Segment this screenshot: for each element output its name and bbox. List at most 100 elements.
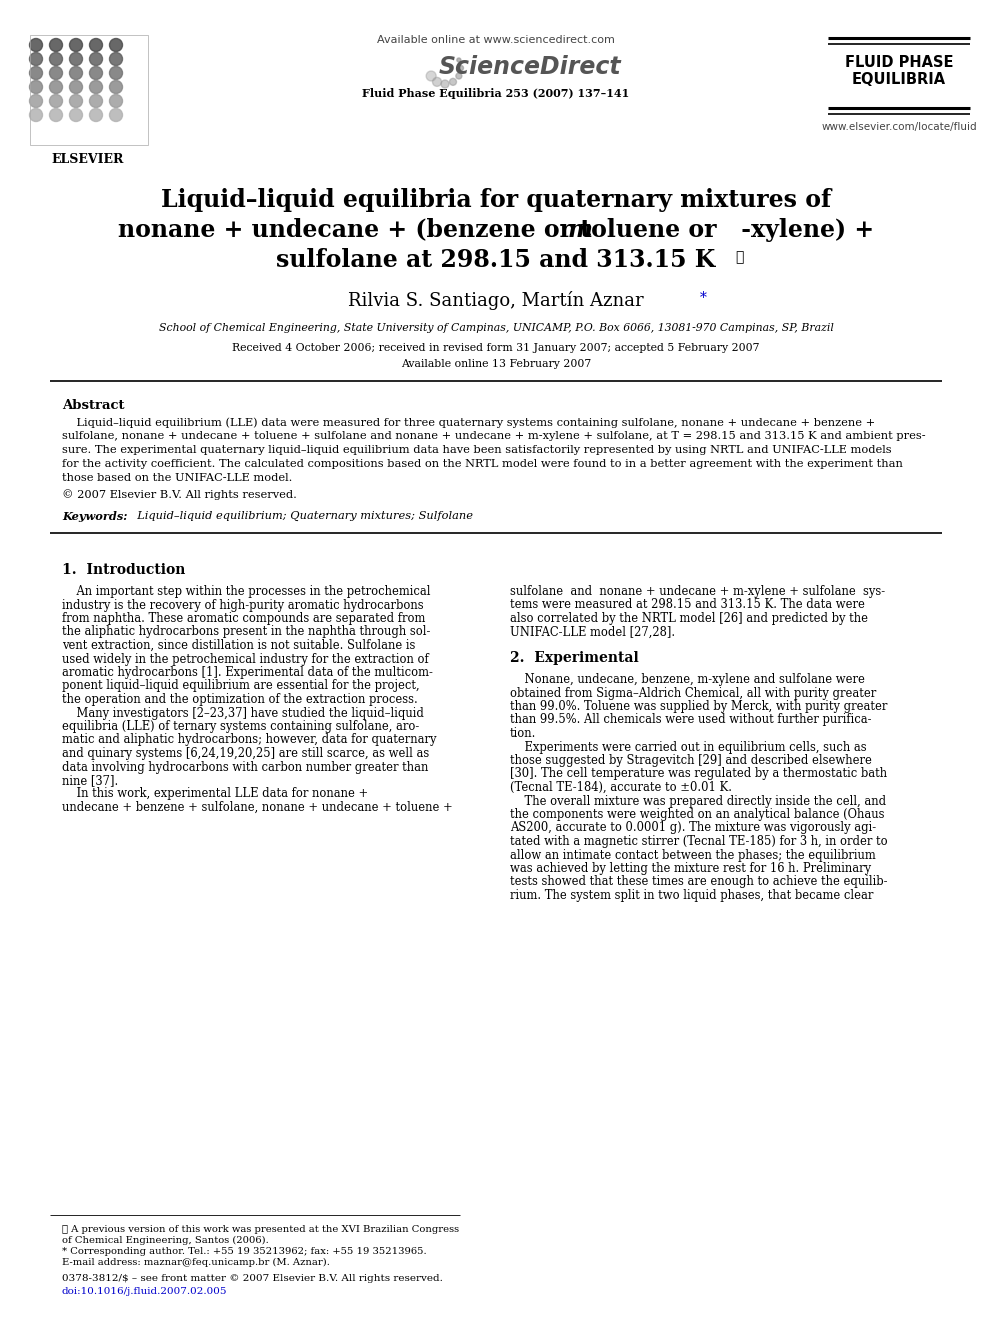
Text: doi:10.1016/j.fluid.2007.02.005: doi:10.1016/j.fluid.2007.02.005 xyxy=(62,1287,227,1297)
Text: UNIFAC-LLE model [27,28].: UNIFAC-LLE model [27,28]. xyxy=(510,626,676,639)
Text: tion.: tion. xyxy=(510,728,537,740)
Text: obtained from Sigma–Aldrich Chemical, all with purity greater: obtained from Sigma–Aldrich Chemical, al… xyxy=(510,687,876,700)
Text: tated with a magnetic stirrer (Tecnal TE-185) for 3 h, in order to: tated with a magnetic stirrer (Tecnal TE… xyxy=(510,835,888,848)
Circle shape xyxy=(89,53,102,66)
Text: Received 4 October 2006; received in revised form 31 January 2007; accepted 5 Fe: Received 4 October 2006; received in rev… xyxy=(232,343,760,353)
Text: of Chemical Engineering, Santos (2006).: of Chemical Engineering, Santos (2006). xyxy=(62,1236,269,1245)
Circle shape xyxy=(109,53,122,66)
Text: Liquid–liquid equilibrium; Quaternary mixtures; Sulfolane: Liquid–liquid equilibrium; Quaternary mi… xyxy=(130,511,473,521)
Circle shape xyxy=(89,66,102,79)
Text: *: * xyxy=(700,291,707,306)
Text: the operation and the optimization of the extraction process.: the operation and the optimization of th… xyxy=(62,693,418,706)
Circle shape xyxy=(50,94,62,107)
Circle shape xyxy=(50,38,62,52)
Text: School of Chemical Engineering, State University of Campinas, UNICAMP, P.O. Box : School of Chemical Engineering, State Un… xyxy=(159,323,833,333)
Text: In this work, experimental LLE data for nonane +: In this work, experimental LLE data for … xyxy=(62,787,368,800)
Text: E-mail address: maznar@feq.unicamp.br (M. Aznar).: E-mail address: maznar@feq.unicamp.br (M… xyxy=(62,1258,330,1267)
Text: Liquid–liquid equilibria for quaternary mixtures of: Liquid–liquid equilibria for quaternary … xyxy=(161,188,831,212)
Text: Abstract: Abstract xyxy=(62,400,125,411)
Text: rium. The system split in two liquid phases, that became clear: rium. The system split in two liquid pha… xyxy=(510,889,873,902)
Text: also correlated by the NRTL model [26] and predicted by the: also correlated by the NRTL model [26] a… xyxy=(510,613,868,624)
Circle shape xyxy=(30,108,43,122)
Circle shape xyxy=(50,53,62,66)
Circle shape xyxy=(109,94,122,107)
Text: 2.  Experimental: 2. Experimental xyxy=(510,651,639,665)
Bar xyxy=(30,34,148,146)
Text: industry is the recovery of high-purity aromatic hydrocarbons: industry is the recovery of high-purity … xyxy=(62,598,424,611)
Text: sulfolane, nonane + undecane + toluene + sulfolane and nonane + undecane + m-xyl: sulfolane, nonane + undecane + toluene +… xyxy=(62,431,926,441)
Text: Experiments were carried out in equilibrium cells, such as: Experiments were carried out in equilibr… xyxy=(510,741,867,754)
Circle shape xyxy=(458,66,463,70)
Text: undecane + benzene + sulfolane, nonane + undecane + toluene +: undecane + benzene + sulfolane, nonane +… xyxy=(62,800,452,814)
Circle shape xyxy=(30,94,43,107)
Circle shape xyxy=(89,108,102,122)
Circle shape xyxy=(69,66,82,79)
Circle shape xyxy=(109,108,122,122)
Text: © 2007 Elsevier B.V. All rights reserved.: © 2007 Elsevier B.V. All rights reserved… xyxy=(62,490,297,500)
Text: www.elsevier.com/locate/fluid: www.elsevier.com/locate/fluid xyxy=(821,122,977,132)
Circle shape xyxy=(433,77,441,86)
Text: and quinary systems [6,24,19,20,25] are still scarce, as well as: and quinary systems [6,24,19,20,25] are … xyxy=(62,747,430,759)
Circle shape xyxy=(30,81,43,94)
Text: ★ A previous version of this work was presented at the XVI Brazilian Congress: ★ A previous version of this work was pr… xyxy=(62,1225,459,1234)
Circle shape xyxy=(69,38,82,52)
Text: Many investigators [2–23,37] have studied the liquid–liquid: Many investigators [2–23,37] have studie… xyxy=(62,706,424,720)
Text: nonane + undecane + (benzene or toluene or   -xylene) +: nonane + undecane + (benzene or toluene … xyxy=(118,218,874,242)
Text: [30]. The cell temperature was regulated by a thermostatic bath: [30]. The cell temperature was regulated… xyxy=(510,767,887,781)
Text: Available online at www.sciencedirect.com: Available online at www.sciencedirect.co… xyxy=(377,34,615,45)
Text: Liquid–liquid equilibrium (LLE) data were measured for three quaternary systems : Liquid–liquid equilibrium (LLE) data wer… xyxy=(62,417,875,427)
Text: vent extraction, since distillation is not suitable. Sulfolane is: vent extraction, since distillation is n… xyxy=(62,639,416,652)
Circle shape xyxy=(109,66,122,79)
Text: data involving hydrocarbons with carbon number greater than: data involving hydrocarbons with carbon … xyxy=(62,761,429,774)
Text: tems were measured at 298.15 and 313.15 K. The data were: tems were measured at 298.15 and 313.15 … xyxy=(510,598,865,611)
Text: tests showed that these times are enough to achieve the equilib-: tests showed that these times are enough… xyxy=(510,876,888,889)
Text: those based on the UNIFAC-LLE model.: those based on the UNIFAC-LLE model. xyxy=(62,474,293,483)
Text: used widely in the petrochemical industry for the extraction of: used widely in the petrochemical industr… xyxy=(62,652,429,665)
Circle shape xyxy=(50,81,62,94)
Text: 1.  Introduction: 1. Introduction xyxy=(62,564,186,577)
Circle shape xyxy=(89,38,102,52)
Text: the aliphatic hydrocarbons present in the naphtha through sol-: the aliphatic hydrocarbons present in th… xyxy=(62,626,431,639)
Circle shape xyxy=(427,71,436,81)
Text: AS200, accurate to 0.0001 g). The mixture was vigorously agi-: AS200, accurate to 0.0001 g). The mixtur… xyxy=(510,822,876,835)
Text: was achieved by letting the mixture rest for 16 h. Preliminary: was achieved by letting the mixture rest… xyxy=(510,863,871,875)
Text: from naphtha. These aromatic compounds are separated from: from naphtha. These aromatic compounds a… xyxy=(62,613,426,624)
Text: for the activity coefficient. The calculated compositions based on the NRTL mode: for the activity coefficient. The calcul… xyxy=(62,459,903,468)
Text: the components were weighted on an analytical balance (Ohaus: the components were weighted on an analy… xyxy=(510,808,885,822)
Circle shape xyxy=(50,66,62,79)
Circle shape xyxy=(109,38,122,52)
Text: nonane + undecane + (benzene or toluene or m-xylene) +: nonane + undecane + (benzene or toluene … xyxy=(114,218,878,242)
Circle shape xyxy=(69,94,82,107)
Circle shape xyxy=(50,108,62,122)
Circle shape xyxy=(457,58,461,62)
Text: ★: ★ xyxy=(735,250,743,265)
Text: The overall mixture was prepared directly inside the cell, and: The overall mixture was prepared directl… xyxy=(510,795,886,807)
Circle shape xyxy=(30,66,43,79)
Text: those suggested by Stragevitch [29] and described elsewhere: those suggested by Stragevitch [29] and … xyxy=(510,754,872,767)
Circle shape xyxy=(449,78,456,86)
Text: sulfolane  and  nonane + undecane + m-xylene + sulfolane  sys-: sulfolane and nonane + undecane + m-xyle… xyxy=(510,585,885,598)
Circle shape xyxy=(456,73,462,79)
Circle shape xyxy=(109,81,122,94)
Circle shape xyxy=(69,81,82,94)
Text: Nonane, undecane, benzene, m-xylene and sulfolane were: Nonane, undecane, benzene, m-xylene and … xyxy=(510,673,865,687)
Text: sulfolane at 298.15 and 313.15 K: sulfolane at 298.15 and 313.15 K xyxy=(277,247,715,273)
Text: sure. The experimental quaternary liquid–liquid equilibrium data have been satis: sure. The experimental quaternary liquid… xyxy=(62,445,892,455)
Text: allow an intimate contact between the phases; the equilibrium: allow an intimate contact between the ph… xyxy=(510,848,876,861)
Text: ELSEVIER: ELSEVIER xyxy=(52,153,124,165)
Circle shape xyxy=(30,53,43,66)
Text: nine [37].: nine [37]. xyxy=(62,774,118,787)
Text: Keywords:: Keywords: xyxy=(62,511,128,523)
Circle shape xyxy=(89,94,102,107)
Circle shape xyxy=(89,81,102,94)
Text: Rilvia S. Santiago, Martín Aznar: Rilvia S. Santiago, Martín Aznar xyxy=(348,291,644,310)
Text: equilibria (LLE) of ternary systems containing sulfolane, aro-: equilibria (LLE) of ternary systems cont… xyxy=(62,720,420,733)
Text: (Tecnal TE-184), accurate to ±0.01 K.: (Tecnal TE-184), accurate to ±0.01 K. xyxy=(510,781,732,794)
Text: FLUID PHASE
EQUILIBRIA: FLUID PHASE EQUILIBRIA xyxy=(845,56,953,87)
Circle shape xyxy=(441,79,449,89)
Text: 0378-3812/$ – see front matter © 2007 Elsevier B.V. All rights reserved.: 0378-3812/$ – see front matter © 2007 El… xyxy=(62,1274,442,1283)
Text: ponent liquid–liquid equilibrium are essential for the project,: ponent liquid–liquid equilibrium are ess… xyxy=(62,680,420,692)
Text: m: m xyxy=(567,218,592,242)
Text: aromatic hydrocarbons [1]. Experimental data of the multicom-: aromatic hydrocarbons [1]. Experimental … xyxy=(62,665,433,679)
Circle shape xyxy=(30,38,43,52)
